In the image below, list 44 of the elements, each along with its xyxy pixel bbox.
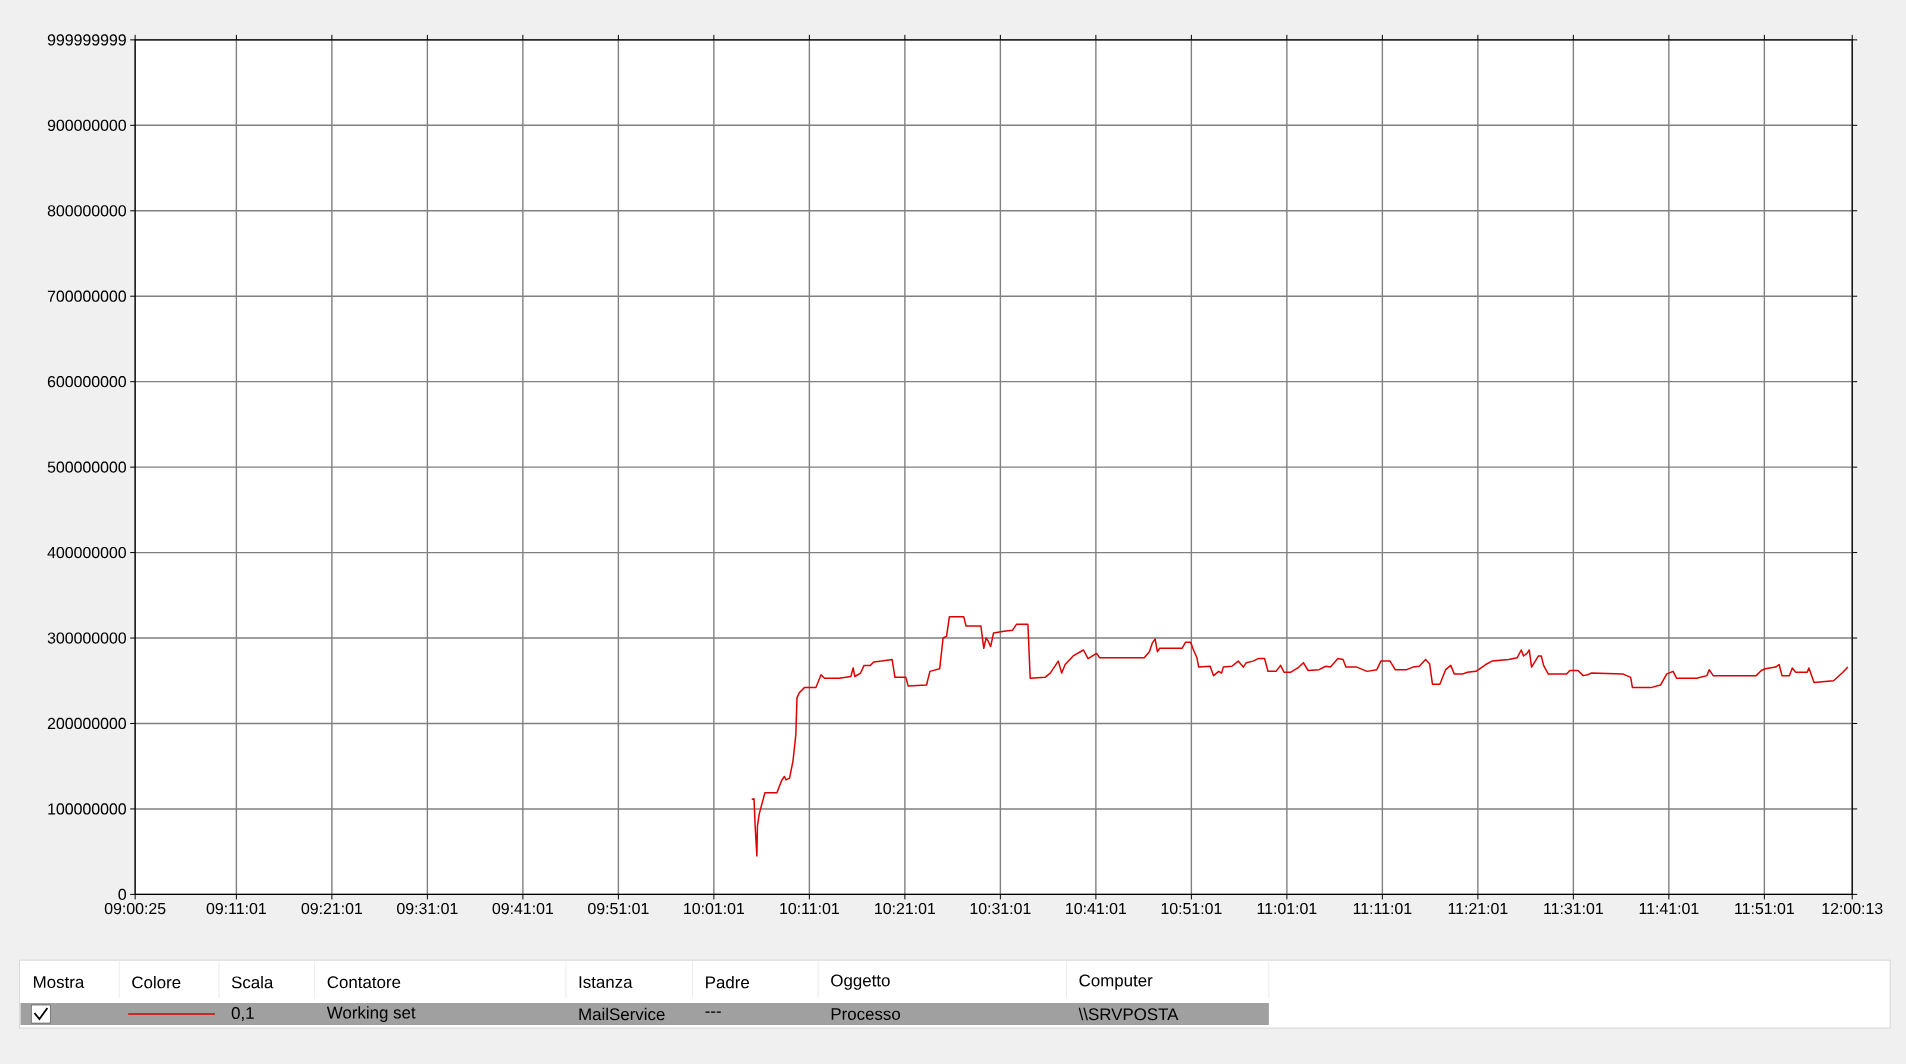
text: \\SRVPOSTA — [1078, 1007, 1179, 1021]
y-tick-label: 400000000 — [47, 547, 127, 559]
x-tick-label: 09:00:25 — [104, 902, 166, 915]
text: Scala — [231, 976, 274, 989]
x-tick-label: 11:01:01 — [1257, 902, 1317, 915]
text: Mostra — [34, 976, 85, 989]
x-tick-label: 10:31:01 — [970, 902, 1031, 915]
y-tick-label: 999999999 — [47, 34, 126, 46]
x-tick-label: 11:41:01 — [1639, 902, 1699, 915]
x-tick-label: 09:51:01 — [588, 902, 649, 915]
x-tick-label: 10:11:01 — [780, 902, 839, 915]
x-tick-label: 09:31:01 — [397, 902, 458, 915]
text: Processo — [831, 1008, 901, 1020]
x-tick-label: 11:21:01 — [1448, 902, 1508, 915]
text: 0,1 — [231, 1007, 254, 1022]
x-tick-label: 09:11:01 — [206, 902, 266, 915]
x-tick-label: 09:41:01 — [492, 902, 554, 915]
text: MailService — [579, 1007, 665, 1021]
y-tick-label: 100000000 — [48, 803, 127, 815]
text: Working set — [326, 1006, 416, 1022]
x-tick-label: 10:51:01 — [1161, 902, 1222, 915]
y-tick-label: 900000000 — [47, 119, 127, 131]
text: Istanza — [579, 976, 633, 989]
x-tick-label: 09:21:01 — [301, 902, 363, 915]
y-tick-label: 700000000 — [47, 290, 127, 302]
x-tick-label: 11:11:01 — [1353, 902, 1412, 915]
x-tick-label: 12:00:13 — [1822, 902, 1883, 915]
x-tick-label: 10:21:01 — [875, 902, 936, 915]
text: Padre — [706, 976, 750, 989]
y-tick-label: 800000000 — [47, 205, 127, 217]
text: Contatore — [327, 976, 401, 989]
x-tick-label: 10:01:01 — [684, 902, 745, 915]
y-tick-label: 600000000 — [47, 376, 127, 388]
x-tick-label: 11:31:01 — [1544, 902, 1603, 915]
x-tick-label: 11:51:01 — [1735, 902, 1794, 915]
y-tick-label: 500000000 — [47, 461, 127, 473]
text: Colore — [132, 976, 181, 989]
text: --- — [705, 1011, 721, 1013]
text: Computer — [1079, 974, 1153, 990]
text: Oggetto — [831, 974, 890, 990]
y-tick-label: 300000000 — [47, 632, 127, 644]
y-tick-label: 200000000 — [47, 717, 127, 730]
x-tick-label: 10:41:01 — [1066, 902, 1127, 915]
y-tick-label: 0 — [118, 888, 127, 901]
